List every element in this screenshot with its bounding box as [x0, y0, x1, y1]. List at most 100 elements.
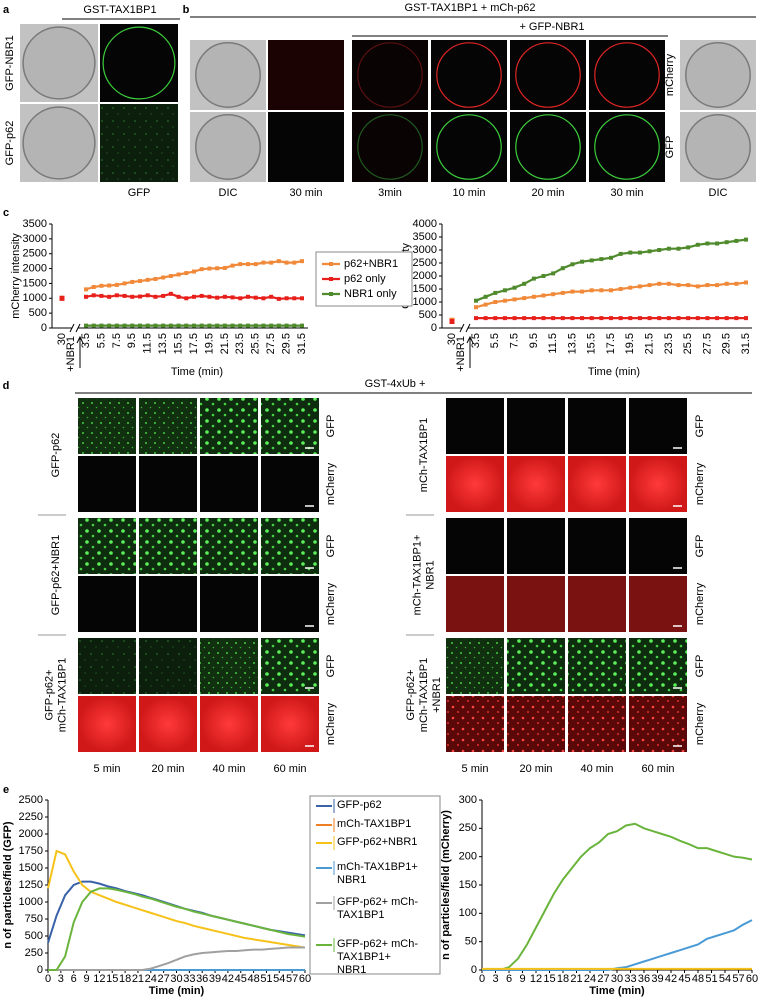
data-point	[84, 323, 88, 328]
data-point	[269, 323, 274, 328]
bead-ring	[436, 42, 502, 108]
data-point	[734, 316, 739, 321]
data-point	[199, 323, 204, 328]
data-point	[474, 316, 478, 321]
data-point	[628, 316, 633, 321]
row-label: mCh-TAX1BP1	[418, 658, 430, 732]
fluorescence-image	[78, 456, 136, 512]
data-point	[122, 293, 127, 298]
data-point	[686, 283, 691, 288]
y-tick-label: 2000	[413, 270, 437, 282]
x-tick-label: 18	[557, 973, 569, 985]
x-tick-label: 57	[732, 973, 744, 985]
x-tick-label: 57	[286, 973, 298, 985]
data-point	[176, 323, 181, 328]
y-tick-label: 3500	[413, 231, 437, 243]
series-line	[482, 919, 753, 971]
data-point	[153, 294, 158, 299]
data-point	[589, 258, 594, 263]
dic-bead	[685, 42, 751, 108]
data-point	[599, 288, 604, 293]
x-tick-label: 39	[651, 973, 663, 985]
fluorescence-image	[629, 456, 687, 512]
y-tick-label: 3000	[413, 244, 437, 256]
fluorescence-image	[268, 40, 344, 110]
data-point	[628, 285, 633, 290]
data-point	[502, 298, 507, 303]
fluorescence-image	[139, 398, 197, 454]
bead-ring	[357, 114, 423, 180]
row-label: mCh-TAX1BP1	[418, 418, 430, 492]
y-tick-label: 300	[459, 794, 477, 806]
data-point	[284, 296, 289, 301]
x-tick-label: 60	[299, 973, 311, 985]
fluorescence-image	[200, 576, 258, 632]
fluorescence-image	[568, 456, 626, 512]
panel-label: d	[3, 380, 10, 392]
x-tick-label: 30	[56, 333, 68, 345]
data-point	[695, 316, 700, 321]
data-point	[107, 323, 112, 328]
fluorescence-image	[446, 456, 504, 512]
fluorescence-image	[568, 576, 626, 632]
data-point	[647, 316, 652, 321]
data-point	[138, 323, 142, 328]
data-point	[238, 323, 243, 328]
data-point	[512, 297, 517, 302]
data-point	[724, 281, 729, 286]
fluorescence-image	[446, 696, 504, 752]
x-tick-label: 23.5	[234, 333, 246, 354]
y-tick-label: 500	[419, 309, 437, 321]
x-tick-label: 3.5	[470, 333, 482, 348]
column-label: 10 min	[452, 187, 485, 199]
data-point	[657, 316, 662, 321]
x-tick-label: 6	[506, 973, 512, 985]
data-point	[580, 316, 585, 321]
data-point	[551, 292, 556, 297]
data-point	[207, 294, 212, 299]
bead-ring	[102, 26, 176, 100]
data-point	[107, 294, 112, 299]
x-tick-label: 27.5	[265, 333, 277, 354]
data-point	[570, 316, 575, 321]
data-point	[253, 323, 258, 328]
legend-label: GFP-p62+ mCh-TAX1BP1	[337, 896, 418, 921]
data-point	[493, 300, 498, 304]
x-tick-label: 7.5	[111, 333, 123, 348]
data-point	[502, 288, 507, 293]
data-point	[522, 296, 527, 301]
time-label: 5 min	[94, 763, 121, 775]
x-tick-label: 48	[247, 973, 259, 985]
y-tick-label: 1500	[413, 283, 437, 295]
y-tick-label: 200	[459, 851, 477, 863]
data-point	[483, 302, 488, 307]
data-point	[560, 266, 565, 271]
bead-ring	[594, 114, 660, 180]
data-point	[138, 294, 142, 299]
data-point	[107, 283, 112, 288]
data-point	[676, 316, 681, 321]
fluorescence-image	[261, 696, 319, 752]
dic-bead	[195, 114, 261, 180]
data-point	[138, 279, 142, 284]
data-point	[676, 283, 681, 288]
fluorescence-image	[261, 456, 319, 512]
x-tick-label: 13.5	[157, 333, 169, 354]
data-point	[99, 323, 104, 328]
data-point	[230, 263, 235, 268]
fluorescence-image	[78, 518, 136, 574]
x-tick-label: 21	[132, 973, 144, 985]
y-tick-label: 250	[25, 947, 43, 959]
data-point	[300, 296, 304, 301]
series-line	[47, 880, 306, 944]
data-point	[493, 290, 498, 295]
fluorescence-image	[261, 576, 319, 632]
data-point	[551, 271, 556, 276]
data-point	[560, 290, 565, 295]
data-point	[618, 316, 623, 321]
data-point	[512, 316, 517, 321]
x-tick-label: 9	[519, 973, 525, 985]
row-label: GFP-p62	[4, 121, 16, 166]
legend-label: GFP-p62+ mCh-TAX1BP1+ NBR1	[337, 938, 418, 976]
